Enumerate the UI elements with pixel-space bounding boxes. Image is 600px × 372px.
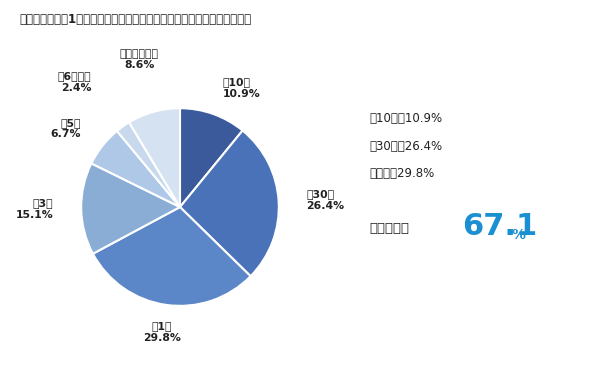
Wedge shape — [91, 131, 180, 207]
Text: 67.1: 67.1 — [462, 212, 537, 241]
Text: １分以内：: １分以内： — [369, 222, 409, 235]
Text: %: % — [511, 228, 525, 243]
Text: ～6分以上
2.4%: ～6分以上 2.4% — [58, 71, 91, 93]
Text: ～1分
29.8%: ～1分 29.8% — [143, 321, 181, 343]
Text: ～10秒：10.9%: ～10秒：10.9% — [369, 112, 442, 125]
Text: ～30秒
26.4%: ～30秒 26.4% — [307, 189, 344, 211]
Text: ～10秒
10.9%: ～10秒 10.9% — [223, 77, 260, 99]
Text: ～30秒：26.4%: ～30秒：26.4% — [369, 140, 442, 153]
Text: ～3分
15.1%: ～3分 15.1% — [16, 198, 53, 220]
Wedge shape — [93, 207, 251, 306]
Wedge shape — [180, 108, 242, 207]
Wedge shape — [117, 122, 180, 207]
Wedge shape — [180, 131, 279, 276]
Text: メールマガジン1通あたりの閲覧にかける平均時間はどのくらいですか？: メールマガジン1通あたりの閲覧にかける平均時間はどのくらいですか？ — [19, 13, 251, 26]
Wedge shape — [129, 108, 180, 207]
Text: ～5分
6.7%: ～5分 6.7% — [50, 118, 81, 140]
Wedge shape — [81, 163, 180, 254]
Text: ～１分：29.8%: ～１分：29.8% — [369, 167, 434, 180]
Text: 覚えていない
8.6%: 覚えていない 8.6% — [119, 49, 158, 70]
